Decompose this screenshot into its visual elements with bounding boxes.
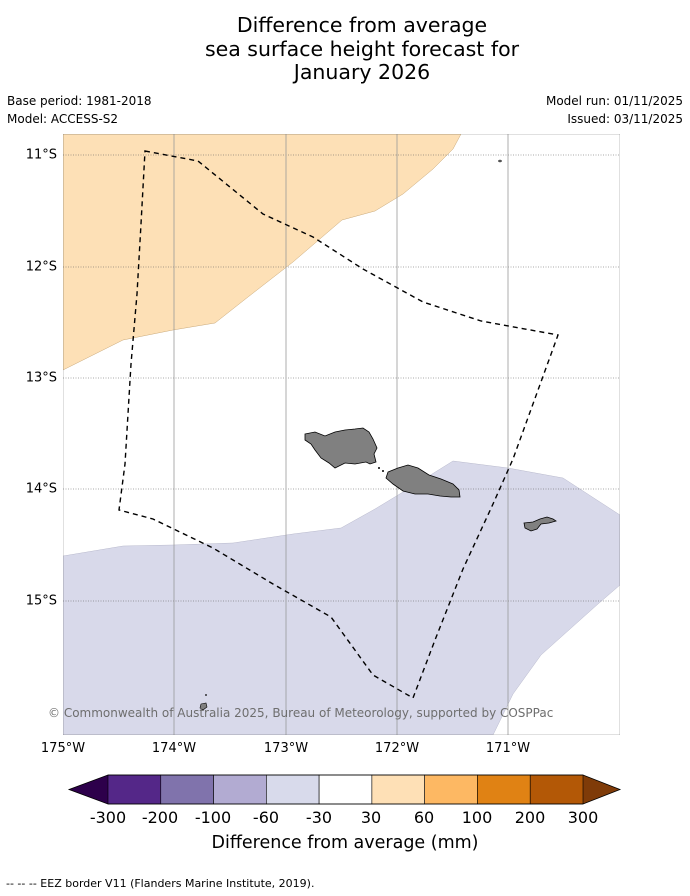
manono-islet [382, 470, 384, 472]
latitude-gridlines [63, 154, 620, 602]
model-run: Model run: 01/11/2025 [545, 94, 683, 108]
lon-label-173w: 173°W [263, 741, 309, 756]
colorbar [67, 774, 622, 805]
lat-label-14s: 14°S [25, 481, 57, 497]
colorbar-tick-minus300: -300 [89, 808, 127, 827]
colorbar-segment-5 [371, 774, 425, 805]
eez-border [118, 150, 559, 700]
lat-label-13s: 13°S [25, 370, 57, 386]
colorbar-tick-30: 30 [360, 808, 382, 827]
colorbar-segment-1 [160, 774, 214, 805]
colorbar-segment-3 [266, 774, 320, 805]
savaii-island [304, 427, 378, 469]
longitude-gridlines [173, 134, 509, 735]
colorbar-segment-6 [424, 774, 478, 805]
lon-label-175w: 175°W [40, 741, 86, 756]
chart-title: Difference from average sea surface heig… [0, 13, 690, 85]
positive-anomaly-region [63, 134, 462, 371]
apolima-islet [378, 467, 380, 469]
eez-footnote: -- -- -- EEZ border V11 (Flanders Marine… [6, 877, 315, 890]
colorbar-segment-2 [213, 774, 267, 805]
issued-date: Issued: 03/11/2025 [567, 112, 683, 126]
lon-label-171w: 171°W [485, 741, 531, 756]
colorbar-segment-0 [107, 774, 162, 805]
colorbar-segment-7 [477, 774, 531, 805]
colorbar-segments [107, 774, 584, 805]
colorbar-tick-minus60: -60 [252, 808, 280, 827]
colorbar-segment-4 [318, 774, 373, 805]
colorbar-tick-60: 60 [413, 808, 435, 827]
colorbar-label: Difference from average (mm) [211, 833, 479, 853]
lon-label-174w: 174°W [151, 741, 197, 756]
colorbar-tick-minus200: -200 [141, 808, 179, 827]
lon-label-172w: 172°W [374, 741, 420, 756]
title-line-3: January 2026 [293, 60, 431, 84]
colorbar-over-extension [583, 775, 620, 804]
colorbar-segment-8 [529, 774, 584, 805]
niuatoputapu-island [199, 702, 208, 711]
copyright-notice: © Commonwealth of Australia 2025, Bureau… [48, 706, 554, 720]
upolu-island [385, 464, 461, 498]
colorbar-tick-200: 200 [514, 808, 546, 827]
colorbar-outline [67, 774, 622, 805]
title-line-1: Difference from average [236, 13, 488, 37]
title-line-2: sea surface height forecast for [204, 36, 520, 61]
tutuila-island [523, 516, 557, 532]
colorbar-tick-300: 300 [567, 808, 599, 827]
colorbar-tick-minus30: -30 [305, 808, 333, 827]
lat-label-15s: 15°S [25, 593, 57, 609]
tafahi-islet [205, 694, 207, 696]
base-period: Base period: 1981-2018 [7, 94, 152, 108]
lat-label-11s: 11°S [25, 147, 57, 163]
sea-surface-height-map [63, 134, 620, 735]
colorbar-tick-minus100: -100 [194, 808, 232, 827]
colorbar-tick-100: 100 [461, 808, 493, 827]
swains-island [498, 159, 502, 163]
lat-label-12s: 12°S [25, 259, 57, 275]
model-name: Model: ACCESS-S2 [7, 112, 119, 126]
colorbar-under-extension [69, 775, 108, 804]
